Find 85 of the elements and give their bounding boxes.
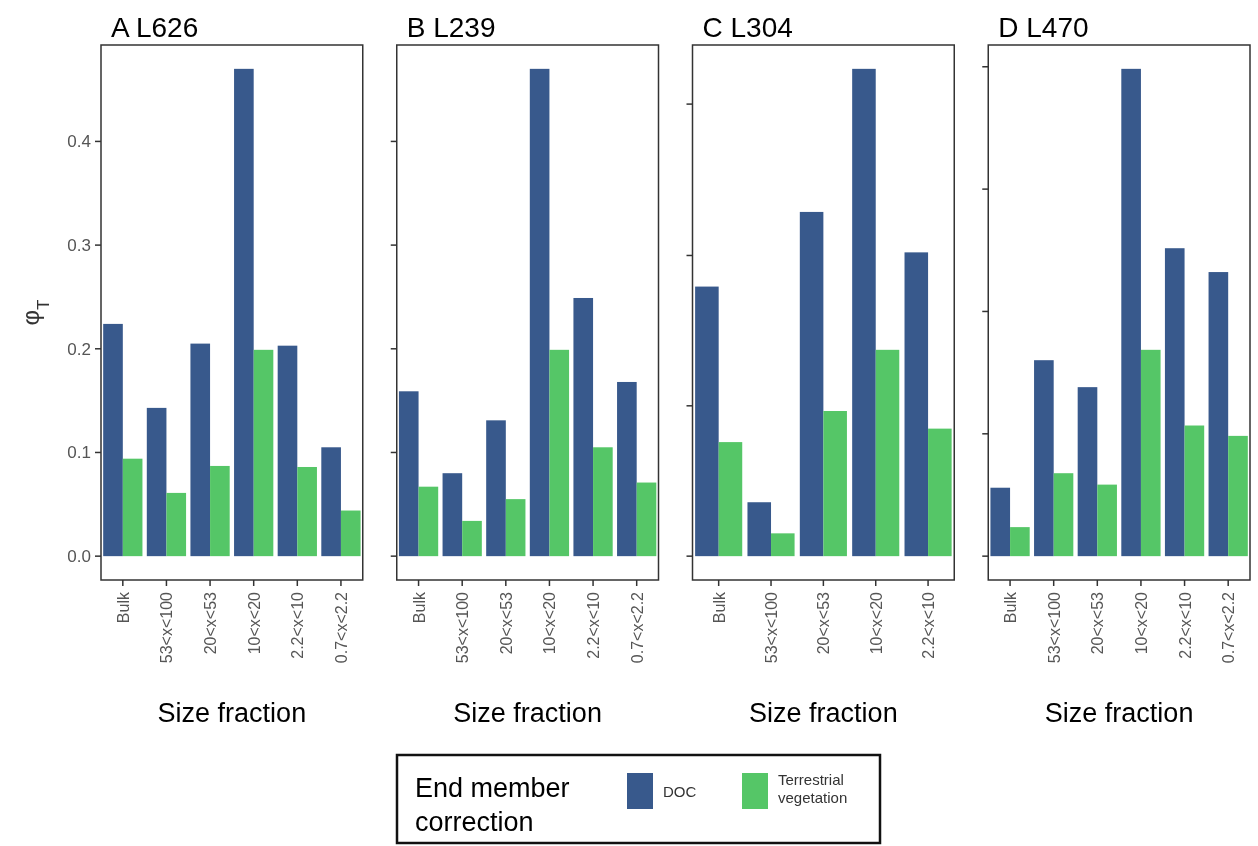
chart-title: D L470 [998,12,1089,43]
bar [990,487,1011,557]
x-axis-title: Size fraction [749,698,898,728]
bar [297,466,317,557]
bar [928,428,952,557]
legend-label: Terrestrial vegetation [778,771,848,806]
x-tick-label: 2.2<x<10 [1176,591,1194,659]
x-tick-label: 53<x<100 [454,591,472,664]
bar [573,297,594,557]
bar [321,447,341,557]
x-tick-label: 2.2<x<10 [585,591,603,659]
bar [593,447,613,557]
x-tick-label: Bulk [710,591,728,624]
bar [190,343,211,557]
y-tick-label: 0.4 [67,132,91,152]
x-tick-label: 10<x<20 [1132,591,1150,655]
x-tick-label: 20<x<53 [202,591,220,655]
bar [418,486,439,557]
bar [695,286,719,557]
bar [398,391,419,557]
x-tick-label: 0.7<x<2.2 [628,591,646,664]
x-tick-label: 20<x<53 [497,591,515,655]
x-tick-label: 53<x<100 [1045,591,1063,664]
bar [1077,387,1098,557]
bar [1164,248,1185,557]
legend-title: End member correction [415,773,570,837]
bar [210,465,230,557]
bar [823,411,847,557]
bar [1097,484,1117,557]
bar [253,349,274,557]
x-tick-label: 0.7<x<2.2 [1220,591,1238,664]
x-tick-label: 10<x<20 [867,591,885,655]
bar [747,502,772,557]
y-tick-label: 0.3 [67,236,91,256]
bar [529,68,550,557]
bar [1034,360,1054,557]
bar [340,510,361,557]
x-axis-title: Size fraction [453,698,602,728]
bar [1208,272,1229,557]
bar [486,420,506,557]
bar [1053,473,1074,557]
x-tick-label: 10<x<20 [245,591,263,655]
bar [234,68,254,557]
x-tick-label: 53<x<100 [763,591,781,664]
bar [852,68,876,557]
x-tick-label: 10<x<20 [541,591,559,655]
bar [1184,425,1205,557]
bar [1228,435,1248,557]
x-tick-label: Bulk [410,591,428,624]
y-tick-label: 0.0 [67,547,91,567]
x-tick-label: 20<x<53 [815,591,833,655]
x-tick-label: Bulk [1002,591,1020,624]
x-axis-title: Size fraction [1044,698,1194,728]
bar [904,252,929,557]
bar [549,349,570,557]
bar [277,345,298,557]
bar [442,473,463,557]
y-tick-label: 0.2 [67,339,91,359]
x-tick-label: Bulk [114,591,132,624]
bar [505,499,526,557]
y-tick-label: 0.1 [67,443,91,463]
bar [146,407,167,557]
bar [718,442,743,557]
x-tick-label: 2.2<x<10 [289,591,307,659]
bar [1010,527,1030,557]
bar [636,482,657,557]
bar [122,458,143,557]
legend-label: DOC [663,783,697,800]
x-tick-label: 0.7<x<2.2 [332,591,350,664]
bar [875,349,900,557]
bar [1121,68,1141,557]
bar [462,520,482,557]
x-axis-title: Size fraction [157,698,307,728]
bar [1140,349,1161,557]
bar [771,533,795,557]
bar [103,323,123,557]
chart-title: A L626 [111,12,199,43]
chart-title: B L239 [406,12,496,43]
x-tick-label: 20<x<53 [1089,591,1107,655]
bar [799,211,824,557]
x-tick-label: 53<x<100 [158,591,176,664]
bar [166,492,187,557]
bar [617,381,637,557]
chart-title: C L304 [702,12,793,43]
x-tick-label: 2.2<x<10 [920,591,938,659]
